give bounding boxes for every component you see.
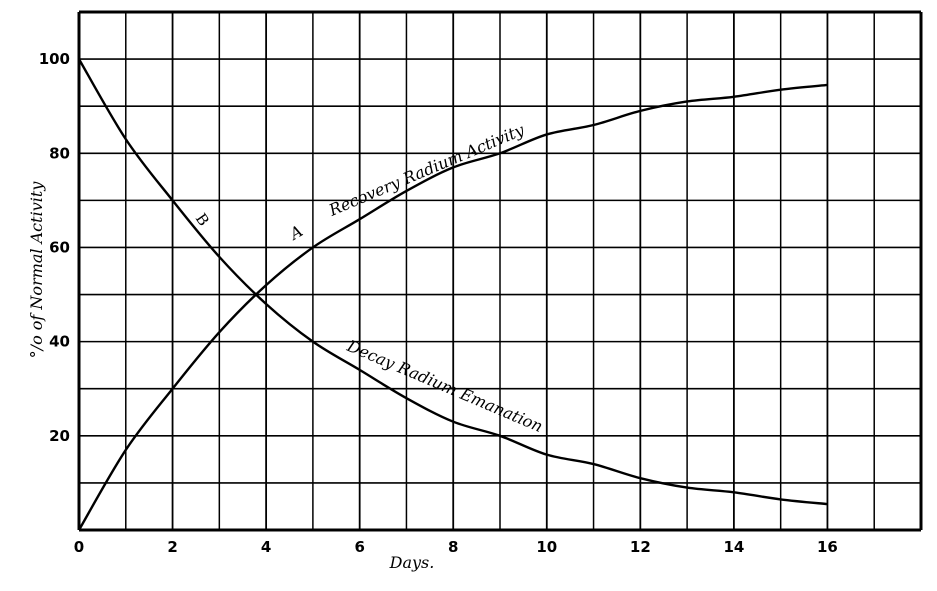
y-tick-label: 60	[49, 238, 70, 256]
series-lines	[77, 58, 828, 531]
grid	[77, 10, 923, 532]
x-tick-label: 16	[817, 538, 838, 556]
x-tick-label: 12	[630, 538, 651, 556]
x-tick-label: 8	[448, 538, 458, 556]
x-tick-label: 4	[261, 538, 271, 556]
y-axis-label: °/o of Normal Activity	[27, 181, 46, 359]
y-tick-label: 20	[49, 427, 70, 445]
series-a-letter: A	[285, 221, 306, 244]
x-tick-label: 6	[354, 538, 364, 556]
series-a-label: Recovery Radium Activity	[325, 120, 527, 220]
y-tick-label: 40	[49, 333, 70, 351]
x-tick-label: 2	[167, 538, 177, 556]
series-line-a	[77, 83, 828, 531]
y-tick-label: 80	[49, 144, 70, 162]
y-tick-label: 100	[39, 50, 70, 68]
tick-labels: 0 2 4 6 8 10 12 14 16 20 40 60 80 100	[39, 50, 838, 556]
x-tick-label: 14	[723, 538, 744, 556]
x-axis-label: Days.	[389, 553, 435, 572]
x-tick-label: 0	[74, 538, 84, 556]
series-b-label: Decay Radium Emanation	[344, 336, 546, 436]
series-line-b	[77, 58, 828, 506]
x-tick-label: 10	[536, 538, 557, 556]
